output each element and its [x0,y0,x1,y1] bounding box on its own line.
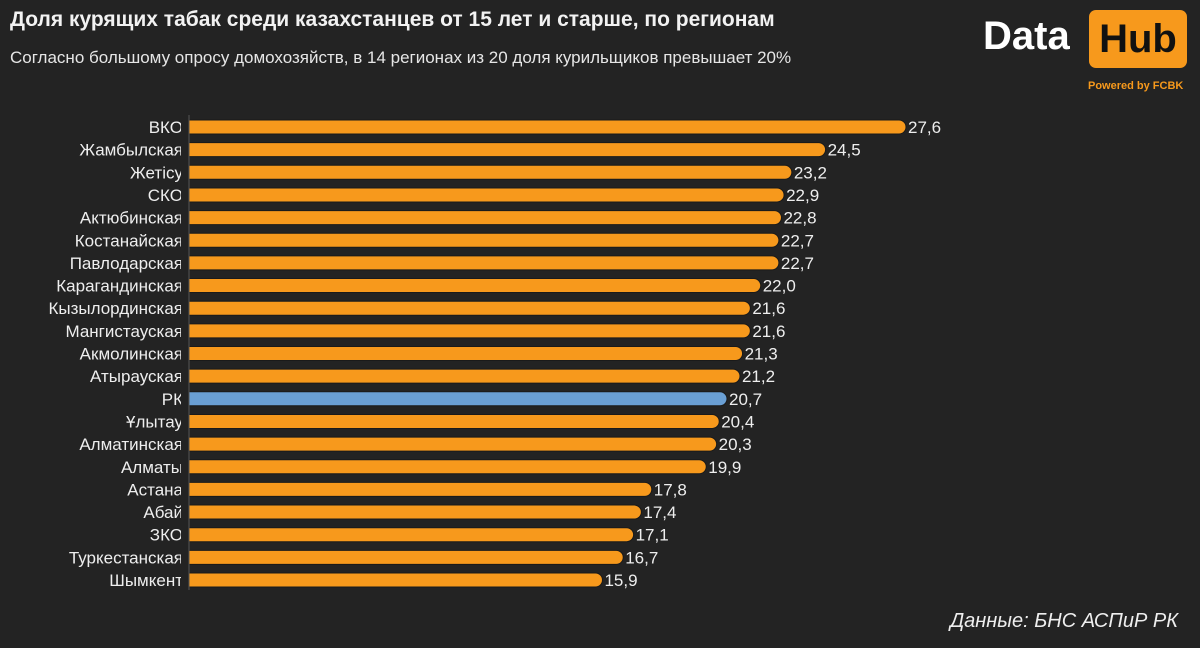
value-label: 19,9 [708,458,741,477]
value-label: 17,8 [654,480,687,499]
value-label: 22,8 [783,209,816,228]
logo-data-text: Data [983,14,1070,58]
bar-10 [181,346,744,361]
value-label: 17,4 [643,503,676,522]
category-label: Абай [143,503,183,522]
category-label: СКО [148,186,183,205]
value-label: 22,9 [786,186,819,205]
bar-17 [181,504,642,520]
bar-7 [181,278,762,294]
value-label: 20,7 [729,390,762,409]
bar-5 [181,232,780,248]
bar-base-mask [181,110,189,590]
value-label: 23,2 [794,163,827,182]
logo-powered-text: Powered by FCBK [1088,80,1184,92]
category-label: Акмолинская [80,345,183,364]
value-label: 22,0 [763,277,796,296]
category-label: Атырауская [90,367,183,386]
category-label: Шымкент [109,571,183,590]
value-label: 21,2 [742,367,775,386]
category-label: ВКО [149,118,183,137]
value-label: 22,7 [781,254,814,273]
bar-1 [181,142,827,158]
category-label: Мангистауская [65,322,183,341]
value-label: 21,6 [752,299,785,318]
value-label: 20,4 [721,412,754,431]
bar-12 [181,391,728,407]
value-label: 20,3 [719,435,752,454]
bar-4 [181,210,782,226]
value-label: 17,1 [636,526,669,545]
value-label: 21,3 [745,345,778,364]
category-label: Жетісу [130,163,183,182]
category-label: ЗКО [150,526,183,545]
bar-3 [181,187,785,203]
value-label: 27,6 [908,118,941,137]
category-label: Костанайская [75,231,183,250]
category-label: Жамбылская [79,141,183,160]
bar-6 [181,255,780,271]
bar-16 [181,481,653,497]
category-label: Астана [127,480,183,499]
bar-11 [181,368,741,384]
value-label: 15,9 [604,571,637,590]
chart-title: Доля курящих табак среди казахстанцев от… [10,8,775,31]
value-label: 24,5 [828,141,861,160]
bar-9 [181,323,751,339]
category-label: Алматинская [79,435,183,454]
bar-13 [181,413,720,429]
value-label: 16,7 [625,548,658,567]
chart-subtitle: Согласно большому опросу домохозяйств, в… [10,48,792,67]
logo-hub-text: Hub [1089,10,1187,68]
value-label: 22,7 [781,231,814,250]
category-label: РК [162,390,183,409]
category-label: Кызылординская [48,299,183,318]
bar-20 [181,572,603,588]
bar-8 [181,300,751,316]
category-label: Актюбинская [80,209,183,228]
category-label: Туркестанская [69,548,183,567]
datahub-logo: Data Hub Powered by FCBK [983,8,1189,92]
bar-chart: ВКО 27,6 Жамбылская 24,5 Жетісу 23,2 СКО 22,9 Ак… [48,110,941,590]
bar-0 [181,119,907,135]
bar-14 [181,436,718,452]
bar-2 [181,164,793,180]
value-label: 21,6 [752,322,785,341]
bar-15 [181,459,707,475]
category-label: Карагандинская [56,277,183,296]
bar-19 [181,549,624,565]
category-label: Алматы [121,458,183,477]
category-label: Ұлытау [126,412,183,431]
bar-18 [181,527,635,543]
source-note: Данные: БНС АСПиР РК [950,610,1178,632]
category-label: Павлодарская [70,254,183,273]
